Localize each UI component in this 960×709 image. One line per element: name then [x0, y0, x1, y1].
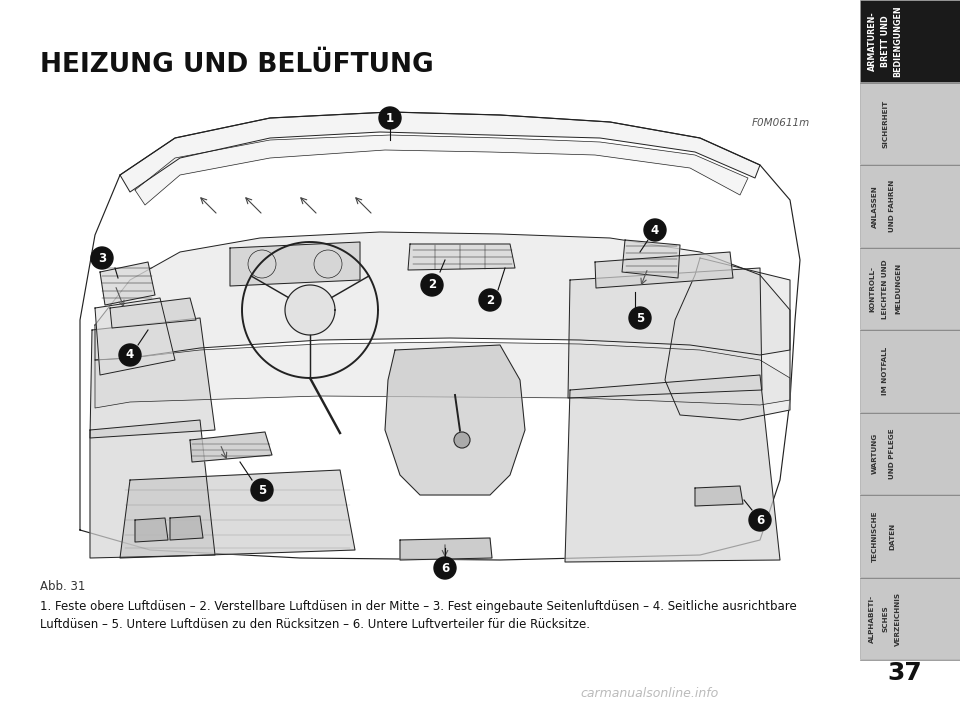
Circle shape — [434, 557, 456, 579]
Polygon shape — [95, 232, 790, 360]
Text: 6: 6 — [756, 513, 764, 527]
Circle shape — [749, 509, 771, 531]
Text: 37: 37 — [888, 661, 923, 685]
Bar — [860, 578, 960, 659]
Bar — [860, 165, 960, 247]
Polygon shape — [568, 268, 762, 398]
Text: TECHNISCHE: TECHNISCHE — [872, 510, 878, 562]
Bar — [860, 495, 960, 576]
Text: 5: 5 — [636, 311, 644, 325]
Polygon shape — [135, 135, 748, 205]
Text: F0M0611m: F0M0611m — [752, 118, 810, 128]
Text: Luftdüsen – 5. Untere Luftdüsen zu den Rücksitzen – 6. Untere Luftverteiler für : Luftdüsen – 5. Untere Luftdüsen zu den R… — [40, 618, 590, 631]
Text: ARMATUREN-: ARMATUREN- — [868, 11, 876, 71]
Polygon shape — [110, 298, 196, 328]
Text: 4: 4 — [651, 223, 660, 237]
Text: IM NOTFALL: IM NOTFALL — [882, 347, 888, 396]
Circle shape — [644, 219, 666, 241]
Text: UND PFLEGE: UND PFLEGE — [889, 428, 895, 479]
Circle shape — [629, 307, 651, 329]
Bar — [860, 413, 960, 494]
Circle shape — [91, 247, 113, 269]
Polygon shape — [190, 432, 272, 462]
Text: carmanualsonline.info: carmanualsonline.info — [580, 687, 718, 700]
Polygon shape — [100, 262, 155, 305]
Polygon shape — [230, 242, 360, 286]
Bar — [860, 330, 960, 411]
Polygon shape — [565, 375, 780, 562]
Text: ALPHABETI-: ALPHABETI- — [869, 595, 875, 643]
Text: SCHES: SCHES — [882, 605, 888, 632]
Text: BEDIENGUNGEN: BEDIENGUNGEN — [894, 6, 902, 77]
Text: 1: 1 — [386, 111, 394, 125]
Text: UND FAHREN: UND FAHREN — [889, 180, 895, 233]
Text: 2: 2 — [428, 279, 436, 291]
Text: 4: 4 — [126, 349, 134, 362]
Text: DATEN: DATEN — [889, 523, 895, 549]
Circle shape — [421, 274, 443, 296]
Text: LEICHTEN UND: LEICHTEN UND — [882, 259, 888, 318]
Text: 6: 6 — [441, 562, 449, 574]
Polygon shape — [120, 112, 760, 192]
Text: KONTROLL-: KONTROLL- — [869, 266, 875, 312]
Text: Abb. 31: Abb. 31 — [40, 580, 85, 593]
Bar — [860, 247, 960, 329]
Circle shape — [479, 289, 501, 311]
Text: 5: 5 — [258, 484, 266, 496]
Polygon shape — [695, 486, 743, 506]
Polygon shape — [595, 252, 733, 288]
Bar — [860, 0, 960, 82]
Polygon shape — [90, 420, 215, 558]
Text: 1. Feste obere Luftdüsen – 2. Verstellbare Luftdüsen in der Mitte – 3. Fest eing: 1. Feste obere Luftdüsen – 2. Verstellba… — [40, 600, 797, 613]
Polygon shape — [400, 538, 492, 560]
Bar — [860, 82, 960, 164]
Polygon shape — [135, 518, 168, 542]
Polygon shape — [285, 285, 335, 335]
Polygon shape — [95, 298, 175, 375]
Text: ANLASSEN: ANLASSEN — [872, 185, 878, 228]
Text: SICHERHEIT: SICHERHEIT — [882, 100, 888, 148]
Circle shape — [119, 344, 141, 366]
Polygon shape — [385, 345, 525, 495]
Circle shape — [251, 479, 273, 501]
Polygon shape — [120, 470, 355, 558]
Text: HEIZUNG UND BELÜFTUNG: HEIZUNG UND BELÜFTUNG — [40, 52, 434, 78]
Text: VERZEICHNIS: VERZEICHNIS — [895, 592, 901, 646]
Circle shape — [379, 107, 401, 129]
Circle shape — [454, 432, 470, 448]
Polygon shape — [408, 244, 515, 270]
Polygon shape — [665, 258, 790, 420]
Text: 2: 2 — [486, 294, 494, 306]
Polygon shape — [170, 516, 203, 540]
Text: MELDUNGEN: MELDUNGEN — [895, 263, 901, 314]
Text: 3: 3 — [98, 252, 106, 264]
Polygon shape — [95, 342, 790, 408]
Polygon shape — [90, 318, 215, 438]
Text: BRETT UND: BRETT UND — [880, 16, 890, 67]
Polygon shape — [622, 240, 680, 278]
Text: WARTUNG: WARTUNG — [872, 433, 878, 474]
